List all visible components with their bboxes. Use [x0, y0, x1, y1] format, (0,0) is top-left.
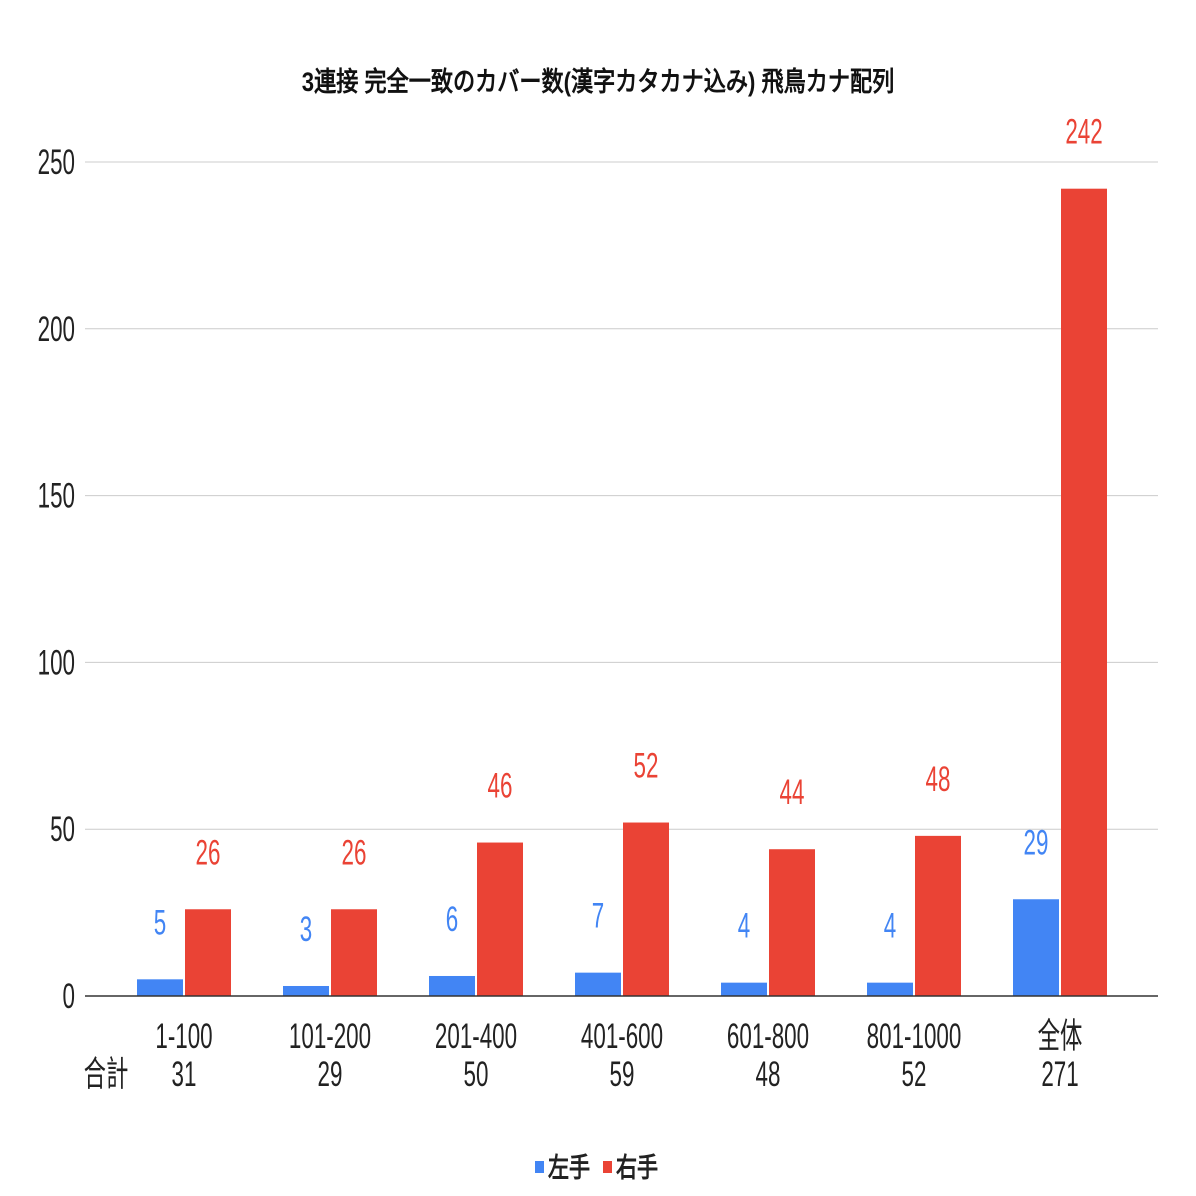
- gridlines: [85, 161, 1158, 830]
- chart-title: 3連接 完全一致のカバー数(漢字カタカナ込み) 飛鳥カナ配列: [302, 66, 894, 98]
- data-label-series1-1: 5: [154, 903, 166, 942]
- x-tick-label-1: 1-100: [155, 1017, 212, 1056]
- data-label-series2-1: 26: [196, 833, 221, 872]
- x-tick-label-5: 601-800: [727, 1017, 809, 1056]
- bars: [137, 188, 1107, 997]
- legend-label-left-hand: 左手: [548, 1152, 590, 1183]
- x-tick-label-2: 101-200: [289, 1017, 371, 1056]
- bar-series2-6: [915, 835, 961, 996]
- data-label-series1-5: 4: [738, 907, 750, 946]
- bar-series1-7: [1013, 899, 1059, 996]
- data-label-series1-7: 29: [1024, 823, 1049, 862]
- total-value-5: 48: [756, 1055, 781, 1094]
- bar-series1-1: [137, 979, 183, 996]
- x-tick-label-7: 全体: [1038, 1017, 1083, 1056]
- bar-series2-2: [331, 909, 377, 996]
- data-label-series1-6: 4: [884, 907, 896, 946]
- data-label-series2-4: 52: [634, 747, 659, 786]
- legend-item-right-hand: 右手: [603, 1152, 658, 1184]
- data-label-series2-2: 26: [342, 833, 367, 872]
- bar-series2-4: [623, 822, 669, 996]
- total-row-label: 合計: [84, 1055, 129, 1094]
- bar-series1-2: [283, 985, 329, 996]
- y-tick-label: 200: [38, 310, 75, 349]
- y-tick-label: 0: [63, 977, 75, 1016]
- legend-swatch-right-hand: [603, 1161, 612, 1173]
- total-value-2: 29: [318, 1055, 343, 1094]
- x-tick-label-6: 801-1000: [867, 1017, 962, 1056]
- data-label-series1-3: 6: [446, 900, 458, 939]
- legend-label-right-hand: 右手: [616, 1152, 658, 1183]
- y-tick-label: 250: [38, 143, 75, 182]
- x-tick-label-3: 201-400: [435, 1017, 517, 1056]
- bar-series2-7: [1061, 188, 1107, 997]
- x-tick-label-4: 401-600: [581, 1017, 663, 1056]
- bar-series2-1: [185, 909, 231, 996]
- total-value-6: 52: [902, 1055, 927, 1094]
- data-label-series2-6: 48: [926, 760, 951, 799]
- bar-series1-6: [867, 982, 913, 996]
- total-value-4: 59: [610, 1055, 635, 1094]
- y-axis: 0 50 100 150 200 250: [38, 143, 75, 1016]
- legend-swatch-left-hand: [535, 1161, 544, 1173]
- data-label-series2-5: 44: [780, 773, 805, 812]
- bar-series1-5: [721, 982, 767, 996]
- data-label-series2-7: 242: [1065, 113, 1102, 152]
- bar-series1-4: [575, 972, 621, 996]
- y-tick-label: 150: [38, 477, 75, 516]
- y-tick-label: 50: [50, 810, 75, 849]
- data-label-series1-4: 7: [592, 897, 604, 936]
- y-tick-label: 100: [38, 643, 75, 682]
- bar-series1-3: [429, 975, 475, 996]
- total-value-3: 50: [464, 1055, 489, 1094]
- legend: 左手 右手: [535, 1152, 658, 1184]
- bar-series2-3: [477, 842, 523, 996]
- data-label-series1-2: 3: [300, 910, 312, 949]
- data-label-series2-3: 46: [488, 767, 513, 806]
- total-value-1: 31: [172, 1055, 197, 1094]
- legend-item-left-hand: 左手: [535, 1152, 590, 1184]
- total-value-7: 271: [1041, 1055, 1078, 1094]
- bar-series2-5: [769, 849, 815, 996]
